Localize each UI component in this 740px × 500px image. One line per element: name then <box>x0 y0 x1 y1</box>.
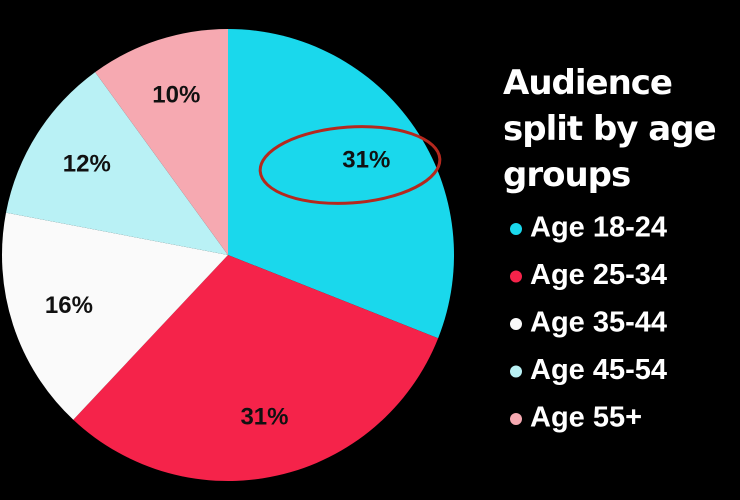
legend-label: Age 25-34 <box>530 259 667 291</box>
data-label: 10% <box>152 81 200 108</box>
highlight-ellipse <box>258 125 442 205</box>
legend-marker <box>510 365 522 378</box>
data-label: 16% <box>45 292 93 319</box>
pie-slice <box>6 72 228 255</box>
pie-slice <box>1 212 228 420</box>
data-label: 31% <box>240 404 288 431</box>
data-label: 31% <box>342 146 390 173</box>
legend-label: Age 18-24 <box>530 212 667 244</box>
legend-marker <box>510 270 522 283</box>
pie-slice <box>95 29 229 255</box>
legend-marker <box>510 223 522 235</box>
legend-label: Age 55+ <box>530 402 642 434</box>
legend-label: Age 35-44 <box>530 307 667 339</box>
chart-title: Audience split by age groups <box>503 63 717 195</box>
legend-label: Age 45-54 <box>530 354 667 386</box>
pie-slice <box>73 255 439 482</box>
data-label: 12% <box>63 151 111 178</box>
pie-slice <box>228 29 454 339</box>
legend-marker <box>510 413 522 425</box>
legend-marker <box>510 318 522 330</box>
pie <box>1 29 454 482</box>
